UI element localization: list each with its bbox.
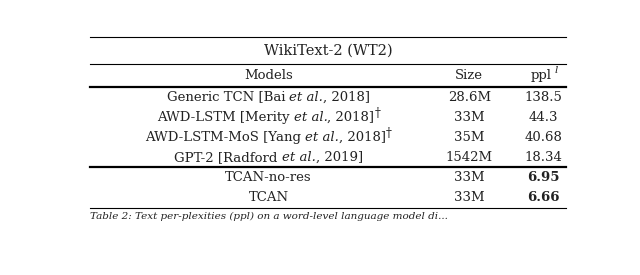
Text: 18.34: 18.34 bbox=[525, 151, 563, 164]
Text: GPT-2 [Radford: GPT-2 [Radford bbox=[174, 151, 282, 164]
Text: Models: Models bbox=[244, 69, 293, 82]
Text: , 2018]: , 2018] bbox=[339, 131, 386, 144]
Text: AWD-LSTM-MoS [Yang: AWD-LSTM-MoS [Yang bbox=[145, 131, 305, 144]
Text: WikiText-2 (WT2): WikiText-2 (WT2) bbox=[264, 43, 392, 57]
Text: , 2018]: , 2018] bbox=[328, 111, 374, 124]
Text: Table 2: Text per-plexities (ppl) on a word-level language model di...: Table 2: Text per-plexities (ppl) on a w… bbox=[90, 212, 448, 221]
Text: 6.95: 6.95 bbox=[527, 171, 560, 184]
Text: 35M: 35M bbox=[454, 131, 484, 144]
Text: l: l bbox=[554, 65, 558, 75]
Text: 1542M: 1542M bbox=[446, 151, 493, 164]
Text: , 2018]: , 2018] bbox=[323, 90, 371, 104]
Text: †: † bbox=[374, 107, 380, 120]
Text: 33M: 33M bbox=[454, 191, 484, 204]
Text: Size: Size bbox=[456, 69, 483, 82]
Text: 6.66: 6.66 bbox=[527, 191, 560, 204]
Text: 28.6M: 28.6M bbox=[448, 90, 491, 104]
Text: TCAN-no-res: TCAN-no-res bbox=[225, 171, 312, 184]
Text: †: † bbox=[386, 127, 392, 140]
Text: et al.: et al. bbox=[294, 111, 328, 124]
Text: , 2019]: , 2019] bbox=[316, 151, 363, 164]
Text: 44.3: 44.3 bbox=[529, 111, 559, 124]
Text: Generic TCN [Bai: Generic TCN [Bai bbox=[166, 90, 289, 104]
Text: 33M: 33M bbox=[454, 111, 484, 124]
Text: et al.: et al. bbox=[305, 131, 339, 144]
Text: ppl: ppl bbox=[531, 69, 552, 82]
Text: TCAN: TCAN bbox=[248, 191, 289, 204]
Text: AWD-LSTM [Merity: AWD-LSTM [Merity bbox=[157, 111, 294, 124]
Text: 138.5: 138.5 bbox=[525, 90, 563, 104]
Text: 40.68: 40.68 bbox=[525, 131, 563, 144]
Text: 33M: 33M bbox=[454, 171, 484, 184]
Text: et al.: et al. bbox=[289, 90, 323, 104]
Text: et al.: et al. bbox=[282, 151, 316, 164]
